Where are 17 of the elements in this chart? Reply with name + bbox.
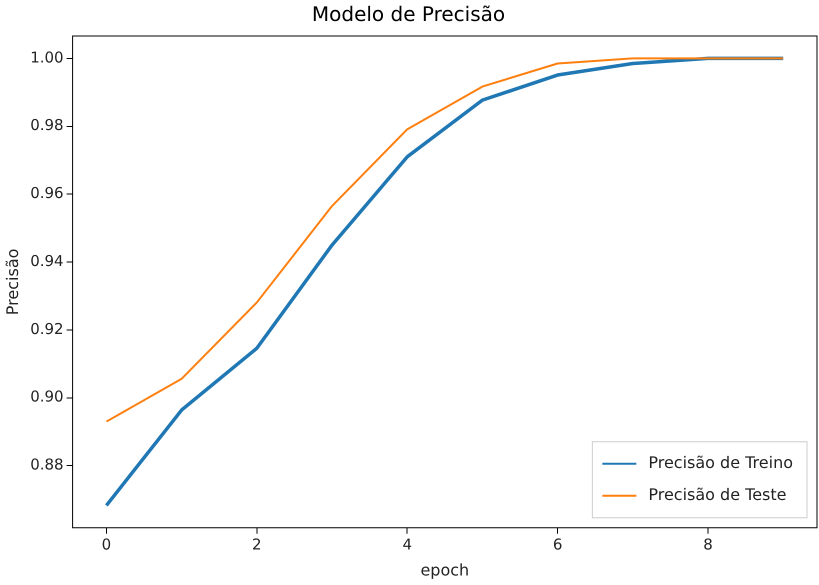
x-tick-label: 0 [102,536,112,554]
legend-label: Precisão de Treino [648,452,794,472]
y-tick-label: 0.90 [30,388,64,406]
y-tick-label: 0.92 [30,320,64,338]
y-tick-label: 1.00 [30,48,64,66]
chart-title: Modelo de Precisão [312,2,506,26]
y-tick-label: 0.88 [30,456,64,474]
x-tick-label: 4 [402,536,412,554]
x-axis-title: epoch [420,560,470,580]
x-tick-label: 8 [703,536,713,554]
y-tick-label: 0.96 [30,184,64,202]
y-tick-label: 0.98 [30,116,64,134]
x-tick-label: 2 [252,536,262,554]
y-tick-label: 0.94 [30,252,64,270]
legend-label: Precisão de Teste [648,484,786,504]
x-tick-label: 6 [552,536,562,554]
y-axis-title: Precisão [2,248,22,316]
